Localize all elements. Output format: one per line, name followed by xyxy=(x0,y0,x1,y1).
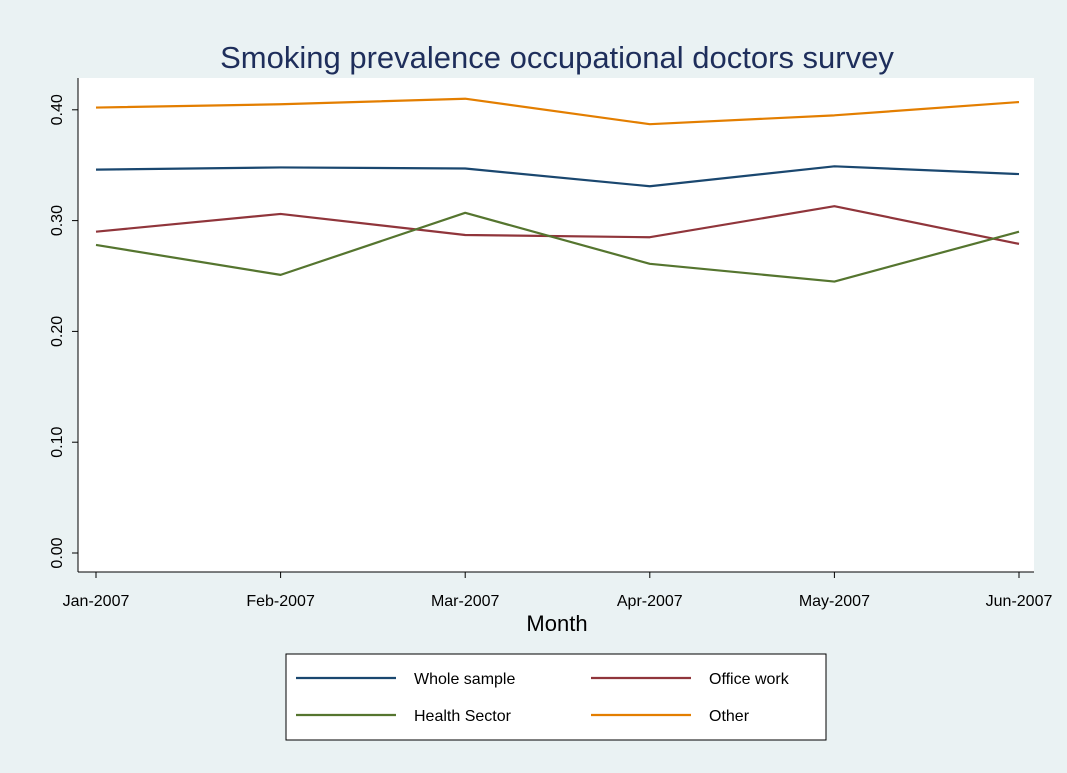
x-axis-title: Month xyxy=(526,611,587,636)
y-tick-label: 0.10 xyxy=(49,427,66,458)
x-tick-label: Feb-2007 xyxy=(246,593,315,610)
series-lines xyxy=(95,97,1020,283)
legend: Whole sample Office work Health Sector Othe… xyxy=(296,671,790,725)
series-line-health-sector xyxy=(95,211,1020,283)
y-tick-label: 0.40 xyxy=(49,94,66,125)
plot-area xyxy=(78,78,1034,572)
y-tick-label: 0.00 xyxy=(49,537,66,568)
legend-label: Office work xyxy=(709,671,790,688)
legend-label: Health Sector xyxy=(414,708,512,725)
legend-label: Other xyxy=(709,708,750,725)
series-line-office-work xyxy=(95,205,1020,245)
legend-box xyxy=(285,653,827,741)
x-tick-label: Jun-2007 xyxy=(986,593,1053,610)
y-axis-ticks: 0.00 0.10 0.20 0.30 0.40 xyxy=(49,94,78,569)
x-tick-label: Apr-2007 xyxy=(617,593,683,610)
y-tick-label: 0.20 xyxy=(49,316,66,347)
x-tick-label: May-2007 xyxy=(799,593,870,610)
series-line-whole-sample xyxy=(95,165,1020,188)
x-axis-ticks: Jan-2007 Feb-2007 Mar-2007 Apr-2007 May-2007… xyxy=(63,572,1053,610)
x-tick-label: Jan-2007 xyxy=(63,593,130,610)
chart-title: Smoking prevalence occupational doctors … xyxy=(220,40,894,75)
legend-label: Whole sample xyxy=(414,671,515,688)
x-tick-label: Mar-2007 xyxy=(431,593,500,610)
y-tick-label: 0.30 xyxy=(49,205,66,236)
series-line-other xyxy=(95,97,1020,126)
